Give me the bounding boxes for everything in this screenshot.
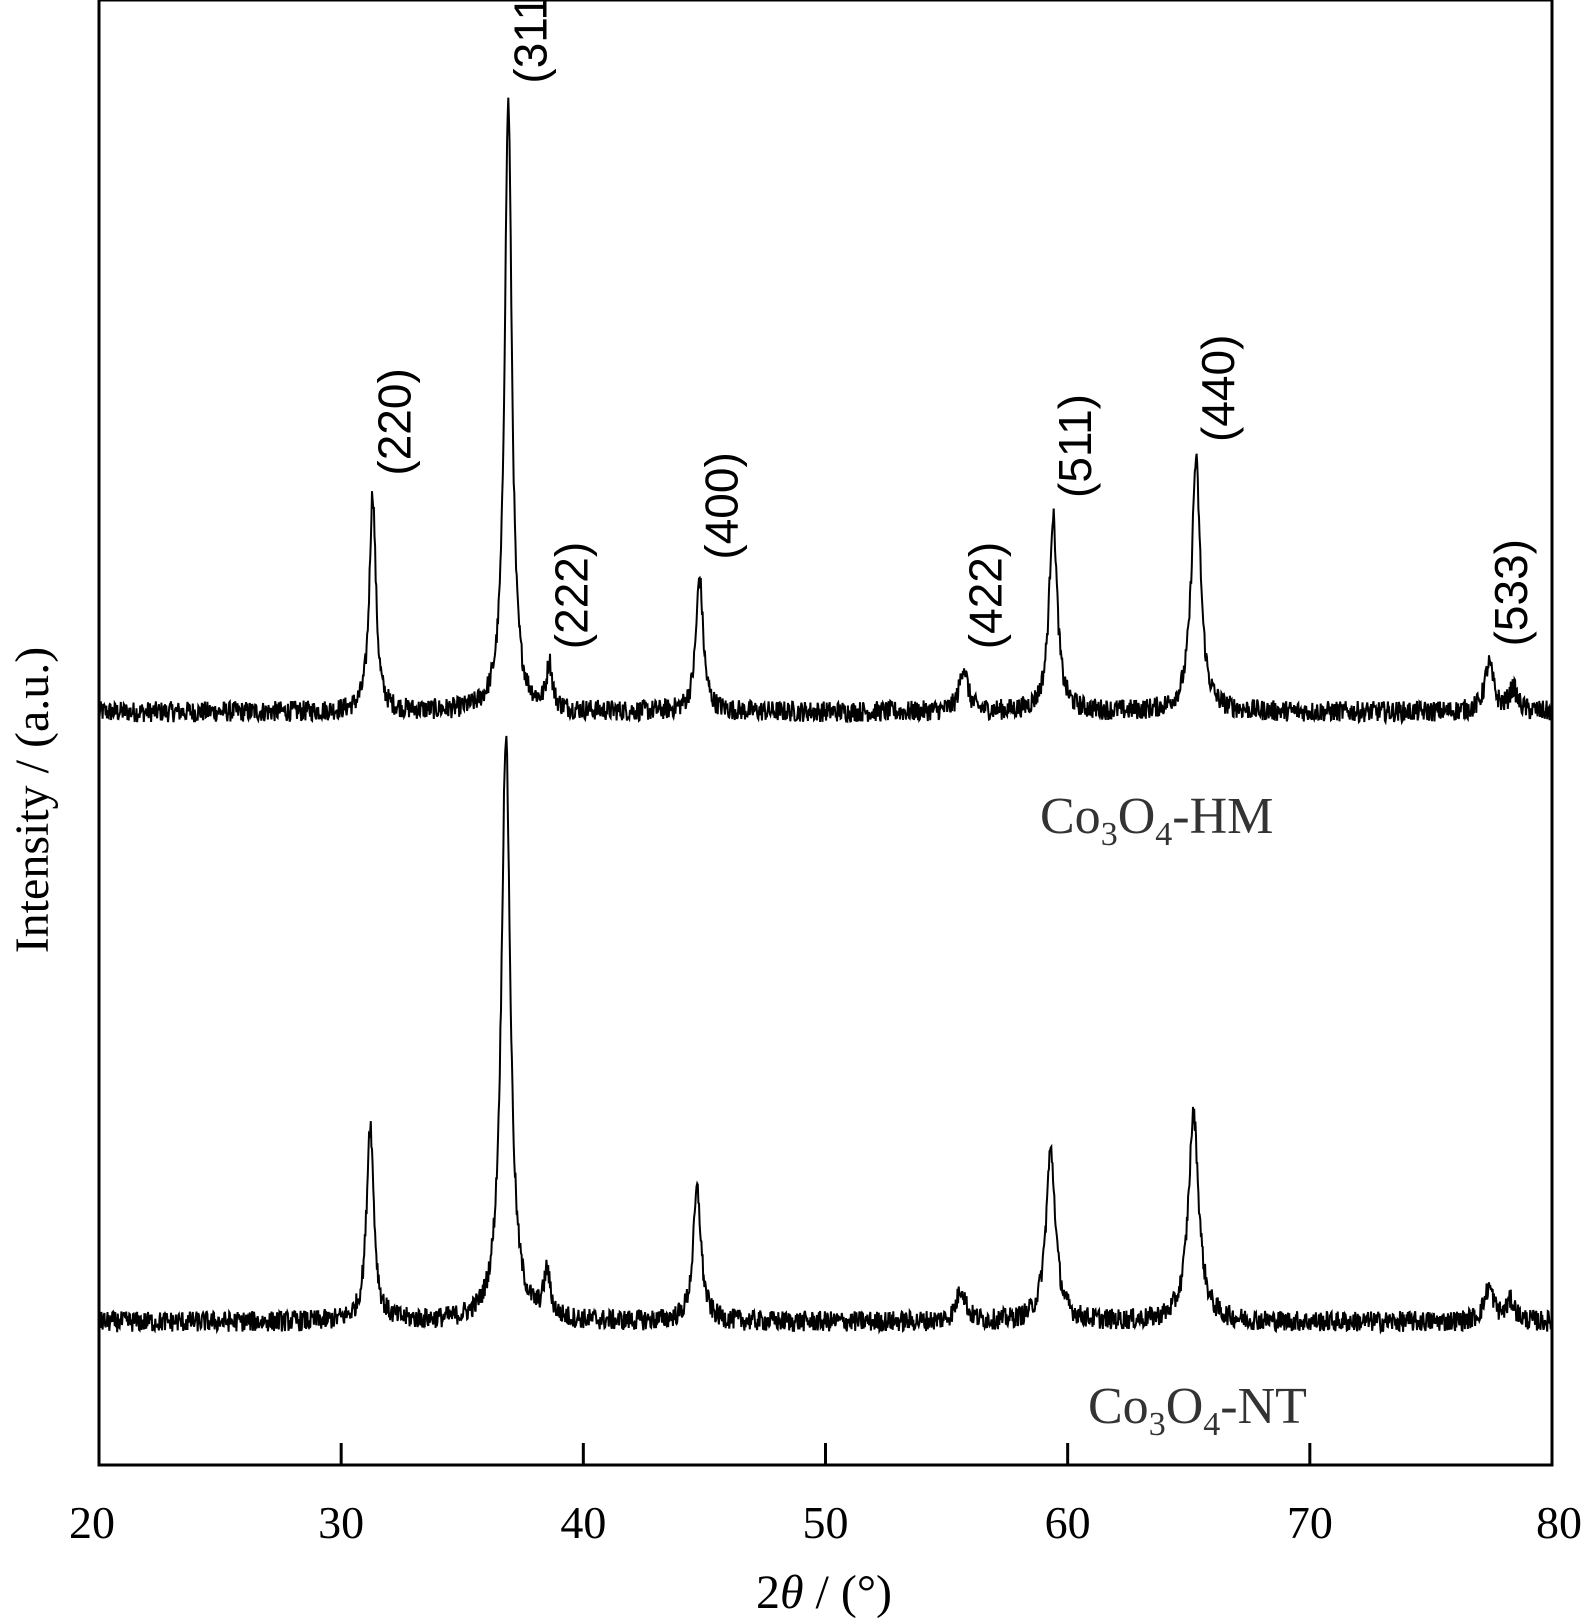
series-labels: Co3O4-HM Co3O4-NT bbox=[1040, 788, 1307, 1443]
series-trace-1 bbox=[98, 97, 1553, 726]
x-tick-label-50: 50 bbox=[803, 1497, 849, 1548]
x-axis-title-suffix: / (°) bbox=[804, 1566, 893, 1619]
x-tick-label-80: 80 bbox=[1536, 1497, 1582, 1548]
y-axis-title: Intensity / (a.u.) bbox=[6, 647, 59, 954]
peak-label-311: (311) bbox=[504, 0, 556, 84]
x-tick-label-30: 30 bbox=[318, 1497, 364, 1548]
peak-label-422: (422) bbox=[960, 542, 1012, 649]
peak-label-222: (222) bbox=[545, 542, 597, 649]
series-trace-2 bbox=[98, 735, 1553, 1335]
peak-label-400: (400) bbox=[696, 452, 748, 559]
x-axis-title: 2θ / (°) bbox=[756, 1566, 892, 1619]
x-axis-title-theta: θ bbox=[780, 1566, 804, 1619]
x-tick-label-20: 20 bbox=[69, 1497, 115, 1548]
x-tick-label-40: 40 bbox=[560, 1497, 606, 1548]
peak-label-511: (511) bbox=[1049, 394, 1101, 498]
x-tick-label-70: 70 bbox=[1287, 1497, 1333, 1548]
series-label-1: Co3O4-HM bbox=[1040, 788, 1273, 853]
peak-label-533: (533) bbox=[1485, 539, 1537, 646]
x-axis-ticks: 20 30 40 50 60 70 80 bbox=[69, 1443, 1582, 1548]
peak-label-440: (440) bbox=[1192, 335, 1244, 442]
x-tick-label-60: 60 bbox=[1045, 1497, 1091, 1548]
series-label-2: Co3O4-NT bbox=[1088, 1378, 1307, 1443]
peak-annotations: (220) (311) (222) (400) (422) (511) (440) (533) bbox=[369, 0, 1537, 649]
x-axis-title-prefix: 2 bbox=[756, 1566, 780, 1619]
peak-label-220: (220) bbox=[369, 368, 421, 475]
plot-frame bbox=[97, 0, 1554, 1467]
traces bbox=[98, 97, 1553, 1335]
